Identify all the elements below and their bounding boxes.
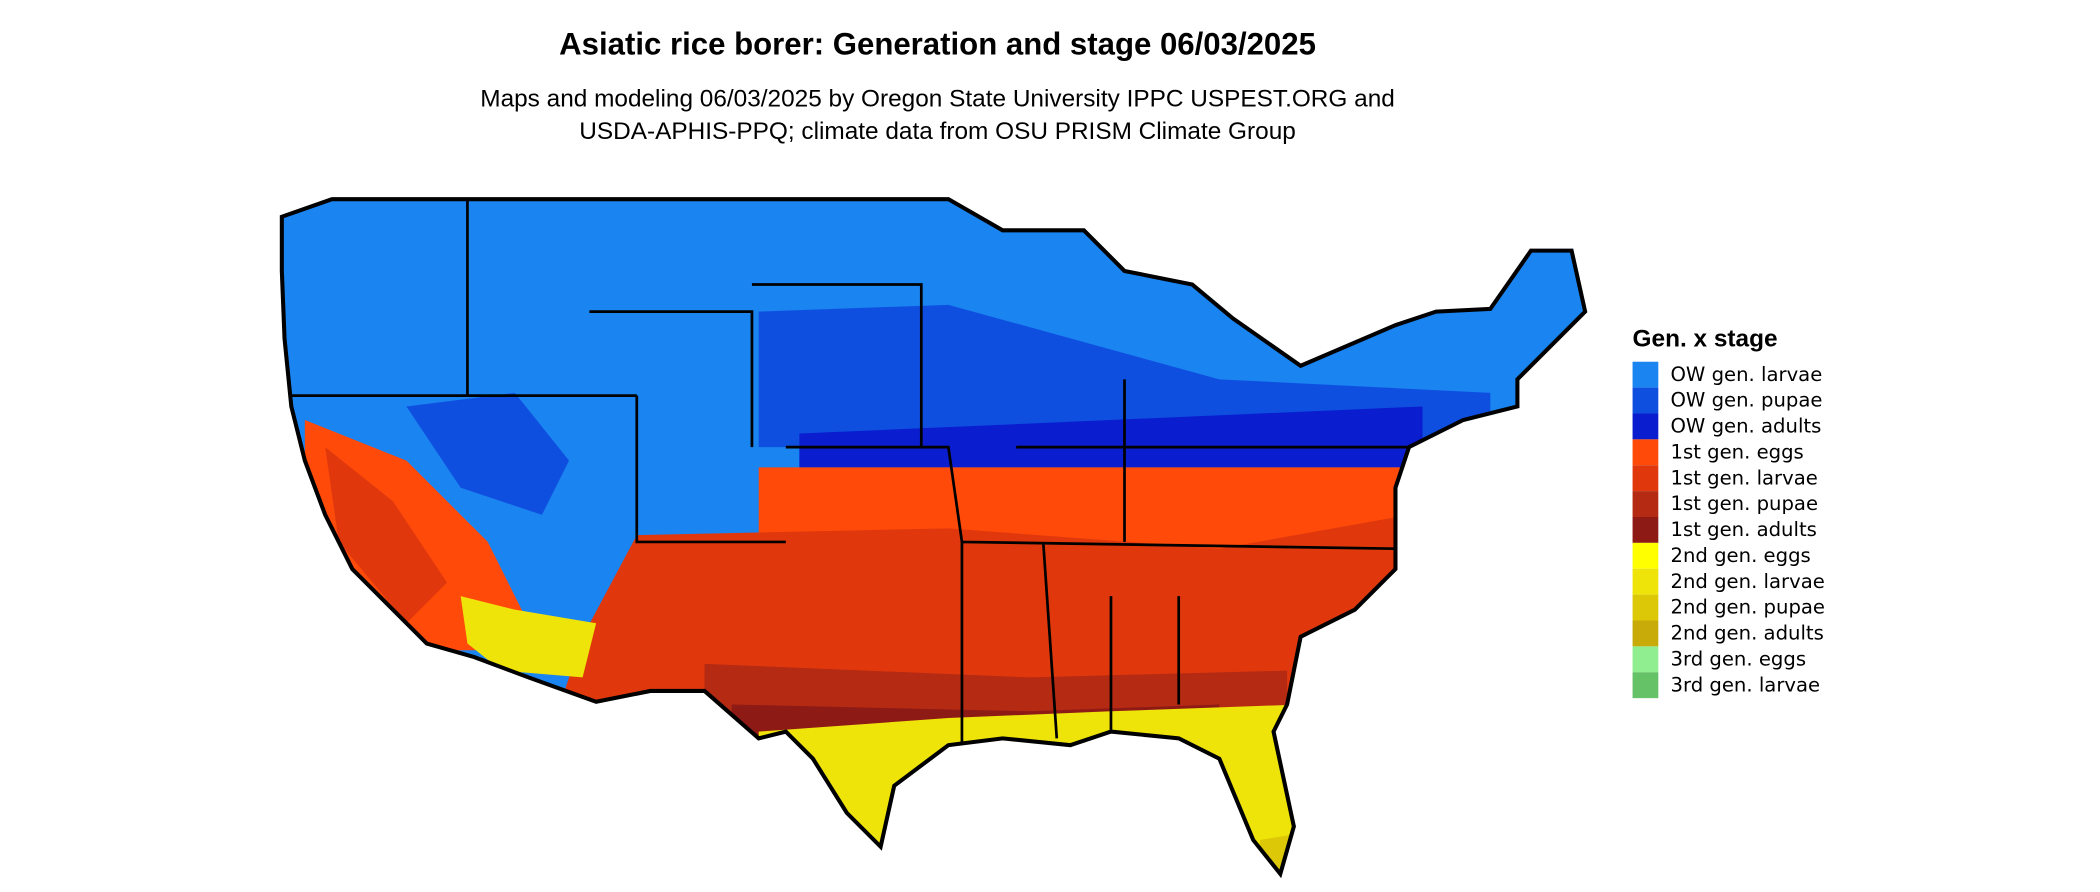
- legend-label: OW gen. larvae: [1670, 363, 1822, 386]
- legend-title: Gen. x stage: [1633, 325, 1778, 352]
- legend: Gen. x stage OW gen. larvae OW gen. pupae…: [1632, 325, 1825, 699]
- legend-swatch: [1632, 620, 1659, 647]
- map-region: [460, 596, 597, 678]
- legend-label: OW gen. pupae: [1670, 389, 1822, 412]
- us-outline: [279, 197, 1588, 879]
- state-borders: [291, 199, 1410, 746]
- legend-label: 2nd gen. larvae: [1670, 570, 1824, 593]
- legend-label: OW gen. adults: [1670, 415, 1821, 438]
- legend-label: 2nd gen. eggs: [1670, 544, 1810, 567]
- map-region: [704, 663, 1288, 719]
- legend-swatch: [1632, 491, 1659, 517]
- legend-swatch: [1632, 361, 1659, 388]
- legend-label: 1st gen. adults: [1670, 518, 1816, 541]
- legend-swatch: [1632, 594, 1659, 621]
- legend-label: 2nd gen. pupae: [1670, 596, 1825, 619]
- legend-swatch: [1632, 413, 1659, 440]
- legend-swatch: [1632, 439, 1659, 466]
- map-region: [799, 406, 1423, 468]
- legend-swatch: [1632, 672, 1659, 699]
- map-region: [406, 392, 570, 515]
- legend-swatch: [1632, 568, 1659, 595]
- legend-swatch: [1632, 542, 1659, 569]
- legend-label: 1st gen. pupae: [1670, 492, 1818, 515]
- legend-swatch: [1632, 465, 1659, 492]
- legend-swatch: [1632, 387, 1659, 414]
- map-region: [325, 447, 448, 624]
- legend-swatch: [1632, 516, 1659, 543]
- legend-label: 3rd gen. larvae: [1670, 673, 1820, 696]
- legend-label: 1st gen. eggs: [1670, 440, 1803, 463]
- map-subtitle: Maps and modeling 06/03/2025 by Oregon S…: [480, 86, 1395, 113]
- legend-label: 3rd gen. eggs: [1670, 647, 1806, 670]
- map-region: [1259, 833, 1301, 874]
- legend-label: 1st gen. larvae: [1670, 466, 1817, 489]
- map-title: Asiatic rice borer: Generation and stage…: [559, 26, 1316, 61]
- legend-label: 2nd gen. adults: [1670, 622, 1823, 645]
- legend-swatch: [1632, 646, 1659, 673]
- map-area: [281, 199, 1586, 874]
- map-subtitle: USDA-APHIS-PPQ; climate data from OSU PR…: [579, 118, 1296, 145]
